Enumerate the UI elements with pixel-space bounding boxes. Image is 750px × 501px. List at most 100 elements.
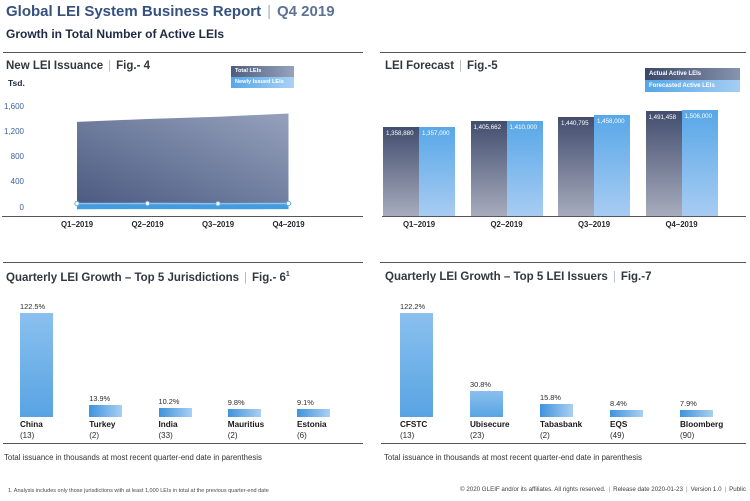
actual-active-leis-bar: 1,440,795 [558, 117, 594, 217]
footer-pipe: | [608, 486, 611, 493]
growth-category-label: Tabasbank [540, 420, 583, 429]
growth-value-label: 15.8% [540, 392, 561, 402]
newly-issued-marker [215, 201, 221, 207]
growth-value-label: 9.8% [227, 397, 245, 407]
forecasted-active-leis-bar: 1,458,000 [594, 115, 630, 217]
fig7-fig-label: Fig.-7 [620, 271, 652, 283]
fig6-title-pipe: | [244, 271, 248, 284]
newly-issued-marker [74, 200, 80, 207]
fig6-title-text: Quarterly LEI Growth – Top 5 Jurisdictio… [6, 271, 240, 284]
bar-value-label: 1,491,458 [648, 114, 677, 122]
forecasted-active-leis-bar: 1,410,000 [506, 120, 543, 217]
fig6-note: Total issuance in thousands at most rece… [4, 453, 262, 462]
fig6-bottom-divider [3, 443, 363, 444]
fig4-title-pipe: | [108, 60, 112, 72]
growth-bar [89, 405, 123, 417]
footer-pipe: | [685, 486, 688, 493]
forecasted-active-leis-bar: 1,506,000 [681, 109, 718, 217]
growth-count-label: (2) [89, 431, 100, 440]
growth-count-label: (13) [400, 431, 415, 440]
fig4-unit-label: Tsd. [8, 78, 25, 88]
fig7-title-text: Quarterly LEI Growth – Top 5 LEI Issuers [385, 271, 608, 283]
footer-footnote: 1. Analysis includes only those jurisdic… [8, 488, 269, 494]
growth-category-label: EQS [610, 420, 628, 429]
bar-value-label: 1,458,000 [597, 118, 625, 126]
fig4-y-tick-label: 1,600 [3, 101, 24, 111]
classification-label: Public [729, 486, 746, 493]
report-subtitle: Growth in Total Number of Active LEIs [6, 27, 225, 41]
growth-value-label: 13.9% [89, 394, 111, 404]
growth-category-label: India [158, 420, 178, 429]
growth-category-label: CFSTC [400, 420, 428, 429]
header-divider-left [3, 52, 363, 53]
growth-bar [227, 408, 261, 417]
newly-issued-marker [285, 200, 292, 207]
growth-bar [400, 313, 433, 417]
growth-category-label: China [20, 420, 43, 429]
version-label: Version 1.0 [690, 486, 722, 493]
bar-value-label: 1,440,795 [561, 120, 589, 128]
growth-count-label: (2) [540, 431, 550, 440]
fig4-y-tick-label: 400 [10, 177, 24, 187]
report-title: Global LEI System Business Report [6, 3, 262, 20]
fig6-panel: Quarterly LEI Growth – Top 5 Jurisdictio… [0, 265, 365, 462]
growth-bar [297, 409, 330, 417]
growth-value-label: 122.5% [20, 301, 46, 311]
actual-active-leis-bar: 1,358,880 [383, 126, 419, 217]
footer-copyright: © 2020 GLEIF and/or its affiliates. All … [460, 486, 746, 493]
growth-bar [158, 408, 192, 417]
growth-bar [470, 390, 503, 417]
fig6-title: Quarterly LEI Growth – Top 5 Jurisdictio… [6, 271, 290, 284]
bar-value-label: 1,410,000 [509, 123, 538, 131]
copyright-text: © 2020 GLEIF and/or its affiliates. All … [460, 486, 606, 493]
fig5-x-tick-label: Q4–2019 [665, 220, 698, 229]
fig4-x-tick-label: Q3–2019 [201, 220, 235, 229]
growth-count-label: (33) [158, 431, 173, 440]
fig7-note: Total issuance in thousands at most rece… [384, 453, 642, 462]
fig5-title: LEI Forecast | Fig.-5 [385, 60, 498, 72]
growth-category-label: Estonia [297, 420, 327, 429]
growth-category-label: Mauritius [227, 420, 265, 429]
bar-value-label: 1,506,000 [684, 112, 713, 120]
growth-count-label: (90) [680, 431, 695, 440]
mid-divider-right [380, 262, 746, 263]
fig5-x-tick-label: Q3–2019 [577, 220, 611, 229]
fig4-panel: New LEI Issuance | Fig.- 4 Total LEIs Newl… [0, 55, 365, 262]
fig5-legend: Actual Active LEIs Forecasted Active LEI… [645, 68, 740, 92]
growth-bar [610, 409, 643, 417]
title-separator: | [267, 3, 271, 20]
fig4-fig-label: Fig.- 4 [116, 60, 151, 72]
growth-category-label: Ubisecure [470, 420, 510, 429]
fig4-y-tick-label: 1,200 [3, 126, 24, 136]
legend-item-forecasted-active-leis: Forecasted Active LEIs [645, 80, 740, 92]
fig5-panel: LEI Forecast | Fig.-5 Actual Active LEIs F… [380, 55, 750, 262]
growth-bar [20, 312, 53, 417]
fig7-bottom-divider [381, 443, 746, 444]
fig4-x-axis-line [2, 216, 363, 217]
fig6-footnote-marker: 1 [285, 271, 290, 278]
growth-category-label: Bloomberg [680, 420, 724, 429]
fig4-area-chart [74, 113, 292, 210]
fig5-x-axis-line [382, 216, 746, 217]
fig4-x-tick-label: Q1–2019 [60, 220, 94, 229]
growth-count-label: (49) [610, 431, 625, 440]
fig4-title: New LEI Issuance | Fig.- 4 [6, 60, 150, 72]
fig4-y-tick-label: 0 [19, 202, 24, 212]
fig7-title-pipe: | [612, 271, 616, 283]
fig4-x-tick-label: Q4–2019 [272, 220, 305, 229]
fig7-panel: Quarterly LEI Growth – Top 5 LEI Issuers… [381, 265, 750, 462]
fig7-title: Quarterly LEI Growth – Top 5 LEI Issuers… [385, 271, 651, 283]
growth-value-label: 122.2% [400, 302, 426, 312]
newly-issued-marker [144, 200, 151, 207]
page-title: Global LEI System Business Report | Q4 201… [6, 3, 335, 20]
mid-divider-left [3, 262, 363, 263]
forecasted-active-leis-bar: 1,357,000 [419, 127, 455, 217]
growth-count-label: (13) [20, 431, 35, 440]
footer-pipe: | [724, 486, 727, 493]
bar-value-label: 1,357,000 [422, 130, 450, 138]
fig5-x-tick-label: Q1–2019 [402, 220, 436, 229]
growth-bar [680, 410, 713, 417]
fig6-fig-label: Fig.- 6 [252, 271, 286, 284]
fig5-x-tick-label: Q2–2019 [490, 220, 523, 229]
